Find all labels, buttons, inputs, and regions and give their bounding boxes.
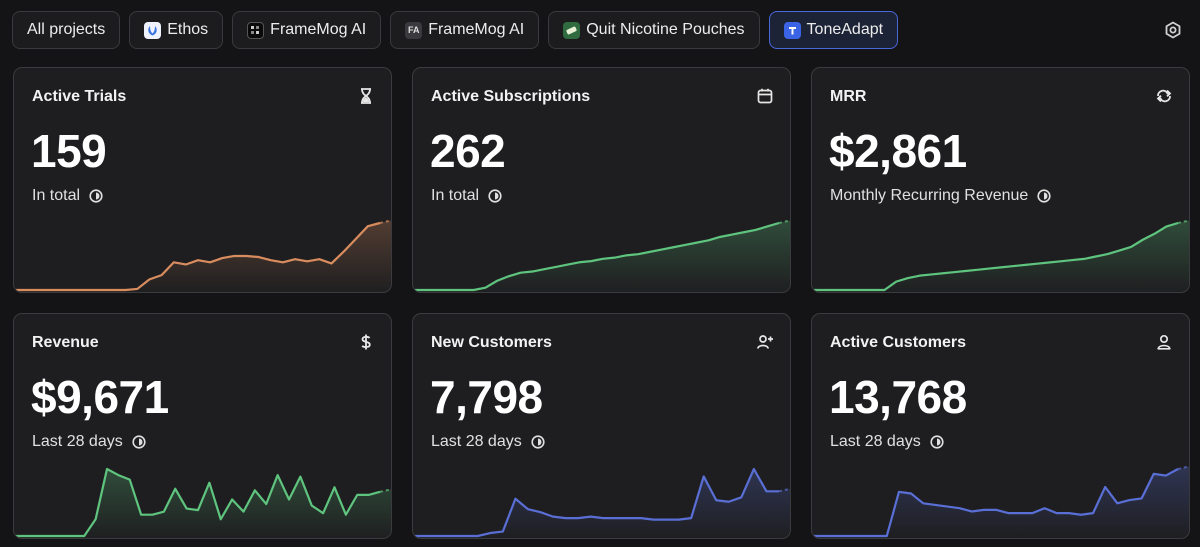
card-subtitle: Last 28 days xyxy=(431,433,522,450)
card-value: $9,671 xyxy=(31,371,169,423)
tab-ethos[interactable]: Ethos xyxy=(129,11,224,49)
sparkline-area xyxy=(414,220,790,292)
project-tabs: All projects Ethos FrameMog AI FA FrameM… xyxy=(12,11,899,49)
sparkline-projection xyxy=(778,487,790,493)
toneadapt-logo-icon xyxy=(783,21,801,39)
card-subtitle: Monthly Recurring Revenue xyxy=(830,187,1029,204)
sparkline-line xyxy=(16,221,381,292)
calendar-icon xyxy=(757,88,773,104)
card-value: 13,768 xyxy=(829,371,967,423)
card-active-subscriptions[interactable]: Active Subscriptions 262 In total xyxy=(412,67,791,293)
card-value: 7,798 xyxy=(430,371,543,423)
sparkline-chart xyxy=(414,467,790,538)
sparkline-chart xyxy=(15,219,391,292)
card-subtitle-row: In total xyxy=(32,187,103,205)
sparkline-line xyxy=(814,221,1179,292)
card-title: Active Customers xyxy=(830,334,967,351)
settings-gear-icon[interactable] xyxy=(1163,20,1183,40)
card-active-customers[interactable]: Active Customers 13,768 Last 28 days xyxy=(811,313,1190,539)
sparkline-line xyxy=(415,221,780,292)
sparkline-line xyxy=(415,467,779,538)
tab-all-projects[interactable]: All projects xyxy=(12,11,121,49)
info-icon[interactable] xyxy=(488,189,502,203)
nicotine-logo-icon xyxy=(563,21,581,39)
sparkline-line xyxy=(814,468,1179,538)
sparkline-area xyxy=(813,466,1189,538)
card-title: New Customers xyxy=(431,334,552,351)
fa-logo-icon: FA xyxy=(405,21,423,39)
card-subtitle: In total xyxy=(32,187,81,204)
card-title: MRR xyxy=(830,88,867,105)
info-icon[interactable] xyxy=(132,435,146,449)
info-icon[interactable] xyxy=(531,435,545,449)
sparkline-projection xyxy=(379,488,391,493)
sparkline-projection xyxy=(778,219,790,224)
hourglass-icon xyxy=(361,88,371,104)
card-subtitle-row: In total xyxy=(431,187,502,205)
sparkline-chart xyxy=(813,219,1189,292)
card-subtitle-row: Last 28 days xyxy=(32,433,146,451)
card-mrr[interactable]: MRR $2,861 Monthly Recurring Revenue xyxy=(811,67,1190,293)
tab-framemog-ai[interactable]: FrameMog AI xyxy=(232,11,382,49)
dollar-icon xyxy=(361,334,371,350)
card-title: Active Trials xyxy=(32,88,127,105)
refresh-icon xyxy=(1156,89,1172,103)
sparkline-line xyxy=(16,467,381,538)
card-subtitle: Last 28 days xyxy=(32,433,123,450)
card-subtitle: In total xyxy=(431,187,480,204)
ethos-logo-icon xyxy=(144,21,162,39)
card-active-trials[interactable]: Active Trials 159 In total xyxy=(13,67,392,293)
info-icon[interactable] xyxy=(1037,189,1051,203)
sparkline-area xyxy=(414,469,790,538)
sparkline-area xyxy=(15,220,391,292)
sparkline-projection xyxy=(1177,219,1189,224)
card-value: $2,861 xyxy=(829,125,967,177)
tab-framemog-ai-2[interactable]: FA FrameMog AI xyxy=(390,11,540,49)
tab-quit-nicotine-pouches[interactable]: Quit Nicotine Pouches xyxy=(548,11,760,49)
info-icon[interactable] xyxy=(89,189,103,203)
card-value: 159 xyxy=(31,125,107,177)
sparkline-area xyxy=(15,469,391,538)
sparkline-projection xyxy=(1177,465,1189,470)
tab-toneadapt[interactable]: ToneAdapt xyxy=(768,11,899,49)
sparkline-chart xyxy=(414,219,790,292)
sparkline-area xyxy=(813,220,1189,292)
sparkline-chart xyxy=(15,467,391,538)
card-subtitle-row: Monthly Recurring Revenue xyxy=(830,187,1051,205)
sparkline-chart xyxy=(813,465,1189,538)
framemog-logo-icon xyxy=(247,21,265,39)
info-icon[interactable] xyxy=(930,435,944,449)
card-new-customers[interactable]: New Customers 7,798 Last 28 days xyxy=(412,313,791,539)
card-value: 262 xyxy=(430,125,506,177)
card-subtitle-row: Last 28 days xyxy=(830,433,944,451)
user-icon xyxy=(1157,334,1171,350)
card-title: Active Subscriptions xyxy=(431,88,591,105)
sparkline-projection xyxy=(379,219,391,224)
card-revenue[interactable]: Revenue $9,671 Last 28 days xyxy=(13,313,392,539)
card-title: Revenue xyxy=(32,334,99,351)
card-subtitle: Last 28 days xyxy=(830,433,921,450)
user-plus-icon xyxy=(756,335,773,349)
card-subtitle-row: Last 28 days xyxy=(431,433,545,451)
